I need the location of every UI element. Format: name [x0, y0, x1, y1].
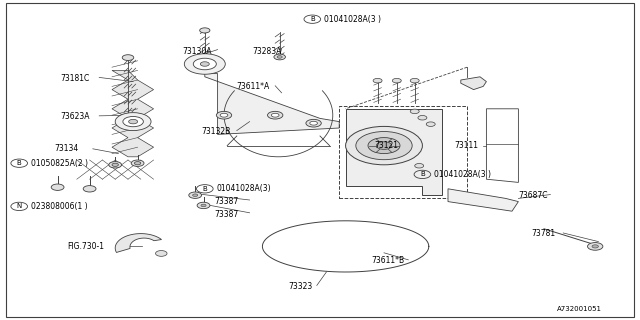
Text: 73283A: 73283A	[253, 47, 282, 56]
Circle shape	[376, 142, 392, 149]
Text: B: B	[17, 160, 22, 166]
Text: B: B	[420, 172, 425, 177]
Text: 01041028A(3 ): 01041028A(3 )	[434, 170, 491, 179]
Circle shape	[112, 163, 118, 166]
Polygon shape	[346, 109, 442, 195]
Circle shape	[193, 194, 198, 196]
Circle shape	[200, 62, 209, 66]
Circle shape	[51, 184, 64, 190]
Circle shape	[373, 78, 382, 83]
Circle shape	[368, 138, 400, 154]
Polygon shape	[205, 74, 339, 134]
Polygon shape	[448, 189, 518, 211]
Circle shape	[201, 204, 206, 207]
Text: 73611*B: 73611*B	[371, 256, 404, 265]
Circle shape	[410, 109, 419, 114]
Text: 01041028A(3 ): 01041028A(3 )	[324, 15, 381, 24]
Circle shape	[189, 192, 202, 198]
Text: 023808006(1 ): 023808006(1 )	[31, 202, 87, 211]
Text: 01041028A(3): 01041028A(3)	[216, 184, 271, 193]
Circle shape	[268, 111, 283, 119]
Polygon shape	[112, 70, 154, 157]
Circle shape	[220, 113, 228, 117]
Circle shape	[216, 111, 232, 119]
Text: 73121: 73121	[374, 141, 398, 150]
Circle shape	[156, 251, 167, 256]
Bar	[339, 106, 467, 198]
Text: 73387: 73387	[214, 210, 239, 219]
Text: 73781: 73781	[531, 229, 556, 238]
Circle shape	[466, 82, 475, 86]
Text: 73181C: 73181C	[61, 74, 90, 83]
Text: 73132B: 73132B	[202, 127, 231, 136]
Text: FIG.730-1: FIG.730-1	[67, 242, 104, 251]
Text: 73130A: 73130A	[182, 47, 212, 56]
Circle shape	[415, 164, 424, 168]
Text: 73134: 73134	[54, 144, 79, 153]
Text: 01050825A(2 ): 01050825A(2 )	[31, 159, 88, 168]
Text: 73687C: 73687C	[518, 191, 548, 200]
Circle shape	[197, 202, 210, 209]
Circle shape	[346, 126, 422, 165]
Polygon shape	[461, 77, 486, 90]
Text: 73323: 73323	[288, 282, 312, 291]
Circle shape	[418, 116, 427, 120]
Circle shape	[134, 162, 141, 165]
Text: B: B	[202, 186, 207, 192]
Circle shape	[122, 55, 134, 60]
Text: 73111: 73111	[454, 141, 479, 150]
Circle shape	[356, 132, 412, 160]
Circle shape	[115, 113, 151, 131]
Text: 73623A: 73623A	[61, 112, 90, 121]
Circle shape	[274, 54, 285, 60]
Circle shape	[109, 162, 122, 168]
Circle shape	[306, 119, 321, 127]
Circle shape	[131, 160, 144, 166]
Text: A732001051: A732001051	[557, 306, 602, 312]
Polygon shape	[115, 234, 161, 252]
Circle shape	[588, 243, 603, 250]
Text: 73387: 73387	[214, 197, 239, 206]
Circle shape	[592, 245, 598, 248]
Text: N: N	[17, 204, 22, 209]
Circle shape	[410, 78, 419, 83]
Circle shape	[271, 113, 279, 117]
Circle shape	[310, 121, 317, 125]
Circle shape	[83, 186, 96, 192]
Circle shape	[477, 80, 483, 83]
Text: B: B	[310, 16, 315, 22]
Circle shape	[123, 116, 143, 127]
Circle shape	[184, 54, 225, 74]
Circle shape	[129, 119, 138, 124]
Text: 73611*A: 73611*A	[237, 82, 270, 91]
Circle shape	[193, 58, 216, 70]
Circle shape	[392, 78, 401, 83]
Circle shape	[426, 122, 435, 126]
Circle shape	[200, 28, 210, 33]
Circle shape	[277, 56, 282, 58]
